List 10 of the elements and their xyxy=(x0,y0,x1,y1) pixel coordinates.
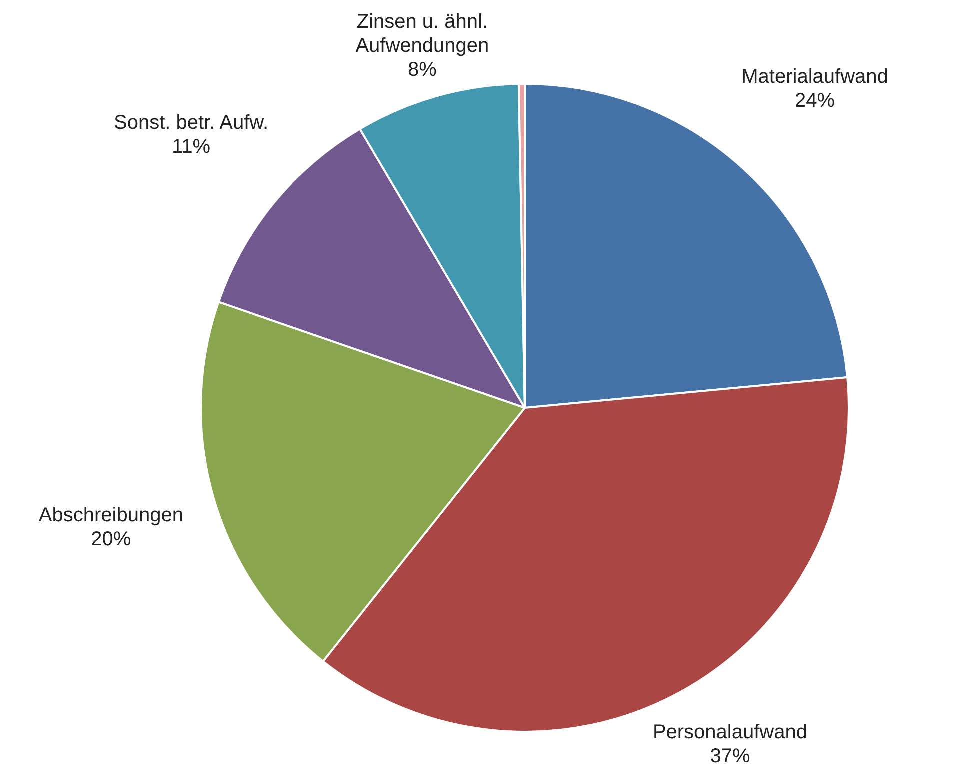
data-label: 24% xyxy=(795,90,836,112)
slice-label: Zinsen u. ähnl. Aufwendungen xyxy=(356,10,490,57)
data-label: 37% xyxy=(710,746,750,768)
data-label: 11% xyxy=(172,136,211,158)
data-label: 8% xyxy=(408,58,438,81)
slice-label: Materialaufwand xyxy=(742,66,888,88)
data-label: 20% xyxy=(91,528,132,551)
slice-label: Personalaufwand xyxy=(652,722,808,744)
slice-label: Abschreibungen xyxy=(38,504,184,527)
slice-label: Sonst. betr. Aufw. xyxy=(114,112,269,134)
